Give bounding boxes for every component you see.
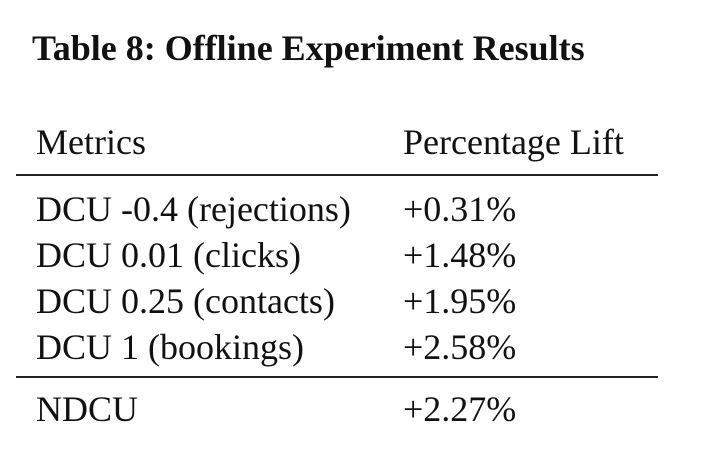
table-caption: Table 8: Offline Experiment Results	[32, 28, 585, 68]
lift-cell: +1.48%	[403, 235, 517, 275]
summary-metric-cell: NDCU	[36, 389, 139, 429]
lift-cell: +2.58%	[403, 327, 517, 367]
table-row: DCU 1 (bookings) +2.58%	[16, 324, 658, 377]
metric-cell: DCU -0.4 (rejections)	[36, 189, 351, 229]
metric-cell: DCU 0.25 (contacts)	[36, 281, 335, 321]
metric-cell: DCU 1 (bookings)	[36, 327, 304, 367]
results-table: Metrics Percentage Lift DCU -0.4 (reject…	[16, 120, 658, 440]
lift-cell: +0.31%	[403, 189, 517, 229]
table-row: DCU 0.01 (clicks) +1.48%	[16, 232, 658, 278]
summary-row: NDCU +2.27%	[16, 377, 658, 440]
header-percentage-lift: Percentage Lift	[403, 122, 624, 162]
header-row: Metrics Percentage Lift	[16, 120, 658, 175]
lift-cell: +1.95%	[403, 281, 517, 321]
table-summary: NDCU +2.27%	[16, 377, 658, 440]
results-table-container: Metrics Percentage Lift DCU -0.4 (reject…	[16, 120, 658, 440]
table-row: DCU -0.4 (rejections) +0.31%	[16, 175, 658, 232]
table-header: Metrics Percentage Lift	[16, 120, 658, 175]
table-row: DCU 0.25 (contacts) +1.95%	[16, 278, 658, 324]
table-body: DCU -0.4 (rejections) +0.31% DCU 0.01 (c…	[16, 175, 658, 377]
summary-lift-cell: +2.27%	[403, 389, 517, 429]
metric-cell: DCU 0.01 (clicks)	[36, 235, 301, 275]
header-metrics: Metrics	[36, 122, 146, 162]
